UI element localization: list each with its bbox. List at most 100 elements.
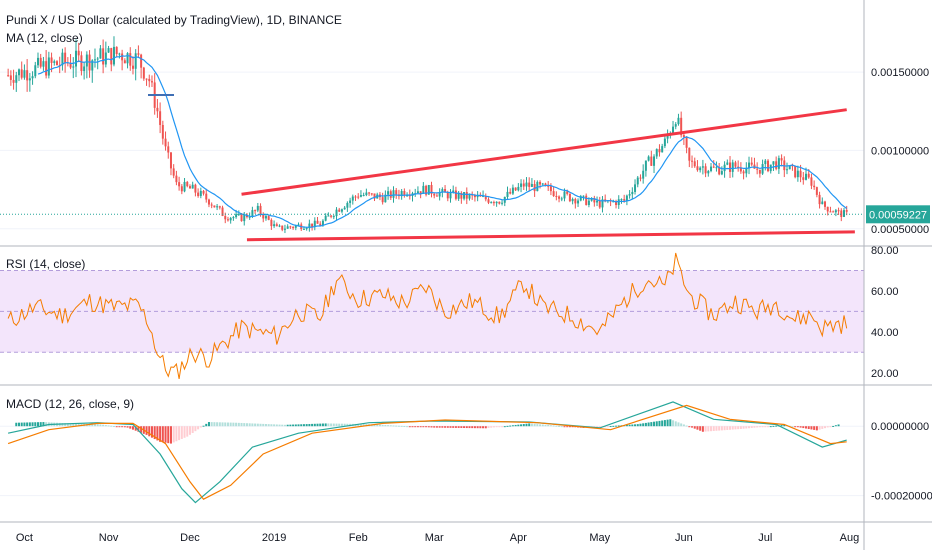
macd-hist-bar [406,426,409,428]
candle-body [555,195,558,197]
macd-hist-bar [628,424,631,427]
macd-axis[interactable]: 0.00000000 -0.00020000 [871,421,932,502]
macd-hist-bar [218,422,221,427]
macd-hist-bar [332,423,335,427]
candle-body [305,228,308,230]
time-tick-label: Nov [99,532,119,544]
macd-hist-bar [378,424,381,427]
macd-hist-bar [767,426,770,428]
candle-body [639,177,642,179]
macd-hist-bar [701,426,704,432]
candle-body [837,210,840,212]
candle-body [834,210,837,213]
macd-hist-bar [278,424,281,427]
candle-body [308,223,311,229]
candle-body [370,193,373,195]
candle-body [346,202,349,208]
candle-body [810,177,813,186]
candle-body [251,210,254,217]
macd-hist-bar [74,423,77,427]
macd-hist-bar [389,425,392,427]
candle-body [406,195,409,197]
macd-hist-bar [492,426,495,428]
macd-hist-bar [123,426,126,428]
macd-hist-bar [479,426,482,429]
macd-hist-bar [262,423,265,427]
candle-body [653,156,656,166]
candle-body [720,171,723,175]
macd-hist-bar [446,426,449,428]
candle-body [845,210,848,212]
candle-body [495,201,498,204]
macd-hist-bar [802,426,805,429]
time-tick-label: Jun [675,532,693,544]
macd-hist-bar [593,426,596,428]
candle-body [593,198,596,203]
price-axis[interactable]: 0.00150000 0.00100000 0.00050000 [871,67,929,236]
candle-body [460,192,463,199]
rsi-axis[interactable]: 80.00 60.00 40.00 20.00 [871,245,899,380]
rsi-pane[interactable] [0,252,864,379]
macd-hist-bar [207,422,210,427]
candle-body [468,194,471,199]
candle-body [791,165,794,167]
candle-body [137,53,140,55]
macd-hist-bar [321,423,324,427]
candle-body [313,220,316,228]
candle-body [644,160,647,171]
candle-body [748,162,751,168]
macd-hist-bar [357,423,360,427]
candle-body [509,191,512,194]
macd-hist-bar [799,426,802,428]
macd-hist-bar [294,424,297,427]
candle-body [422,185,425,194]
macd-hist-bar [476,426,479,429]
macd-hist-bar [235,422,238,427]
candle-body [685,136,688,148]
chart-title: Pundi X / US Dollar (calculated by Tradi… [6,13,342,27]
macd-hist-bar [302,424,305,427]
trendline [246,230,855,242]
macd-hist-bar [704,426,707,432]
macd-hist-bar [435,426,438,428]
macd-hist-bar [756,426,759,428]
macd-hist-bar [666,419,669,427]
macd-hist-bar [156,426,159,441]
candle-body [283,228,286,230]
candle-body [788,165,791,170]
macd-hist-bar [783,424,786,427]
macd-hist-bar [243,423,246,427]
macd-hist-bar [772,425,775,427]
candle-body [419,191,422,194]
macd-hist-bar [259,423,262,427]
macd-hist-bar [96,424,99,427]
candle-body [316,220,319,224]
candle-body [226,219,229,221]
candle-body [742,171,745,174]
candle-body [31,76,34,79]
candle-body [292,227,295,229]
candle-body [625,195,628,201]
macd-hist-bar [178,426,181,441]
macd-pane[interactable] [0,401,864,504]
price-pane[interactable] [0,36,864,242]
macd-hist-bar [340,423,343,427]
macd-hist-bar [34,422,37,427]
macd-hist-bar [159,426,162,442]
candle-body [764,160,767,165]
candle-body [655,149,658,157]
macd-hist-bar [454,426,457,428]
macd-hist-bar [566,426,569,428]
candle-body [528,182,531,187]
time-axis[interactable]: Oct Nov Dec 2019 Feb Mar Apr May Jun Jul Aug [16,532,859,544]
macd-hist-bar [707,426,710,432]
macd-hist-bar [275,424,278,427]
candle-body [17,69,20,76]
time-tick-label: Aug [840,532,860,544]
macd-hist-bar [726,426,729,430]
candle-body [338,209,341,212]
candle-body [39,57,42,67]
candle-body [617,199,620,206]
macd-hist-bar [791,426,794,428]
